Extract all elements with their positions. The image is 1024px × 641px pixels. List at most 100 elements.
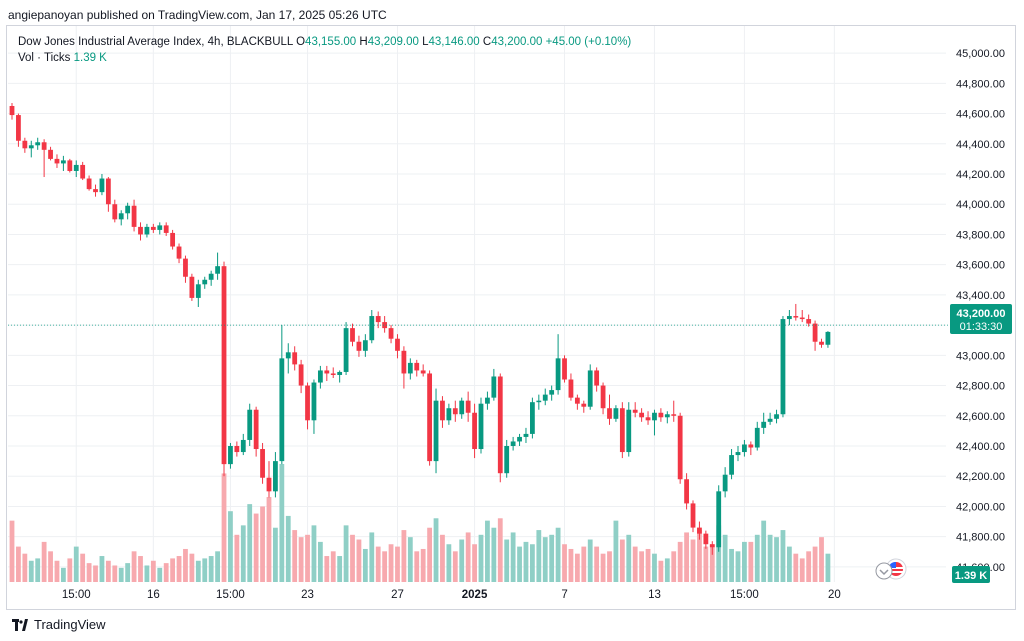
candle-body [234,446,240,453]
volume-bar [613,520,619,582]
candle-body [93,189,98,193]
time-tick-label: 27 [391,589,404,601]
candle-body [581,403,587,407]
candle-body [118,213,124,220]
volume-bar [285,515,291,582]
publisher-line: angiepanoyan published on TradingView.co… [8,8,387,22]
volume-bar [170,558,176,582]
candle-body [697,527,702,534]
volume-bar [202,558,208,582]
candle-body [427,373,433,462]
candle-body [735,452,741,456]
volume-bar [690,539,696,582]
candle-body [619,408,625,453]
candle-body [819,341,824,345]
price-tick-label: 42,800.00 [956,381,1005,393]
candle-body [754,427,760,448]
volume-bar [806,551,812,582]
candle-body [658,412,664,418]
calendar-icon[interactable] [875,562,893,580]
chart-frame[interactable] [6,25,1016,610]
volume-bar [420,548,426,582]
candle-body [189,276,195,298]
volume-bar [247,504,253,582]
candle-body [28,145,34,149]
volume-bar [440,534,445,582]
candle-body [536,400,542,403]
price-tick-label: 44,800.00 [956,78,1005,90]
volume-bar [16,546,21,582]
volume-bar [125,563,131,582]
footer[interactable]: TradingView [12,617,106,632]
candle-body [41,142,47,150]
volume-bar [157,567,163,582]
candle-body [600,385,606,409]
volume-bar [112,565,118,582]
candle-body [99,178,105,193]
candle-body [587,370,593,407]
candle-body [208,273,214,280]
legend-volume-label: Vol · Ticks [18,52,71,64]
time-tick-label: 16 [147,589,160,601]
volume-bar [401,530,407,582]
candle-body [780,319,786,415]
candle-body [677,415,683,480]
volume-bar [414,551,420,582]
volume-bar [183,548,188,582]
candle-body [504,446,510,474]
candle-body [742,444,747,453]
volume-bar [555,527,561,582]
time-tick-label: 23 [301,589,314,601]
volume-bar [138,556,143,582]
legend-low: 43,146.00 [428,36,480,48]
volume-bar [754,534,760,582]
volume-bar [228,511,233,582]
candle-body [305,385,310,421]
volume-bar [80,553,86,582]
volume-bar [144,565,150,582]
candle-body [440,400,445,421]
volume-bar [459,539,465,582]
candle-body [273,461,278,492]
volume-bar [664,558,670,582]
candle-body [150,226,156,230]
candle-body [183,258,188,277]
chart-legend: Dow Jones Industrial Average Index, 4h, … [18,34,631,66]
candle-body [825,331,831,345]
volume-bar [337,556,343,582]
candle-body [812,323,818,342]
volume-bar [735,551,741,582]
volume-bar [234,534,240,582]
volume-bar [594,546,600,582]
volume-bar [722,534,728,582]
volume-bar [356,539,362,582]
candle-body [395,338,400,351]
volume-bar [574,553,580,582]
volume-bar [562,544,567,582]
volume-bar [825,553,831,582]
candle-body [202,279,208,285]
price-badge: 43,200.00 01:33:30 [950,304,1012,334]
price-badge-value: 43,200.00 [957,308,1006,320]
candle-body [555,358,561,391]
candle-body [382,322,388,329]
volume-bar [504,539,510,582]
volume-bar [22,553,28,582]
candle-body [279,358,285,462]
candle-body [452,408,458,415]
candle-body [215,266,220,274]
candle-body [350,328,355,342]
volume-bar [324,556,330,582]
legend-volume: 1.39 K [73,52,107,64]
volume-bar [279,464,285,582]
candle-body [125,205,131,214]
candle-body [594,370,600,386]
volume-bar [54,560,60,582]
candle-body [542,394,548,401]
volume-badge: 1.39 K [952,566,990,583]
candle-body [632,409,638,413]
price-tick-label: 42,600.00 [956,411,1005,423]
candle-body [574,397,580,404]
candle-body [266,477,272,492]
